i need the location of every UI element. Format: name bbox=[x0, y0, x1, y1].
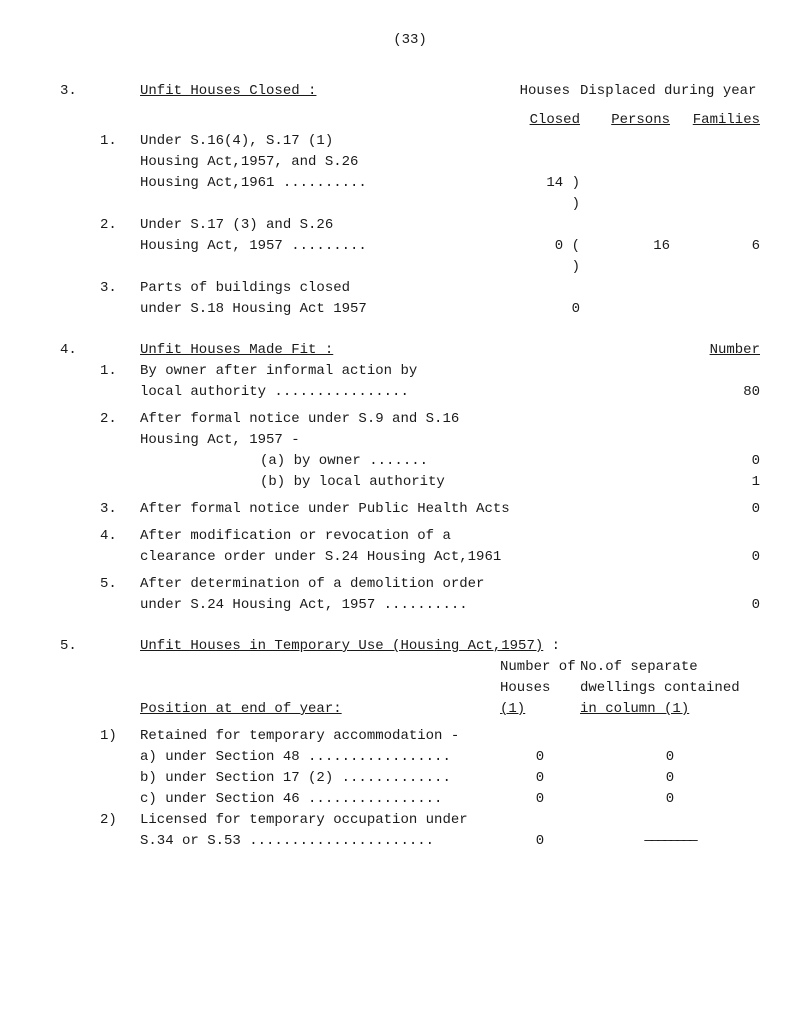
s4-item-3-number: 3. bbox=[100, 499, 140, 520]
s5-item-1-c: c) under Section 46 ................ bbox=[140, 789, 500, 810]
item-1-line1: Under S.16(4), S.17 (1) bbox=[140, 131, 500, 152]
s5-head-separate: No.of separate bbox=[580, 657, 760, 678]
s4-item-5-line2: under S.24 Housing Act, 1957 .......... bbox=[140, 595, 590, 616]
s4-item-3-line1: After formal notice under Public Health … bbox=[140, 499, 590, 520]
s5-item-1-a-r: 0 bbox=[580, 747, 760, 768]
item-3-number: 3. bbox=[100, 278, 140, 299]
header-closed: Closed bbox=[500, 110, 580, 131]
item-3-line2: under S.18 Housing Act 1957 bbox=[140, 299, 500, 320]
s4-item-2-b: (b) by local authority bbox=[140, 472, 590, 493]
item-2-line2: Housing Act, 1957 ......... bbox=[140, 236, 500, 257]
s5-item-1-b-v: 0 bbox=[500, 768, 580, 789]
item-2-persons: 16 bbox=[580, 236, 670, 257]
s5-item-1-c-r: 0 bbox=[580, 789, 760, 810]
s4-item-1-line1: By owner after informal action by bbox=[140, 361, 590, 382]
section-4-number: 4. bbox=[60, 340, 100, 361]
section-5-colon: : bbox=[552, 638, 560, 654]
s5-item-2-number: 2) bbox=[100, 810, 140, 831]
s5-item-2-line1: Licensed for temporary occupation under bbox=[140, 810, 500, 831]
s5-item-1-c-v: 0 bbox=[500, 789, 580, 810]
s4-item-4-line2: clearance order under S.24 Housing Act,1… bbox=[140, 547, 590, 568]
item-1-line2: Housing Act,1957, and S.26 bbox=[140, 152, 500, 173]
s5-head-col1: (1) bbox=[500, 699, 580, 720]
s5-position: Position at end of year: bbox=[140, 701, 342, 717]
item-1-number: 1. bbox=[100, 131, 140, 152]
s4-item-4-number: 4. bbox=[100, 526, 140, 547]
s4-item-2-a: (a) by owner ....... bbox=[140, 451, 590, 472]
header-families: Families bbox=[670, 110, 760, 131]
s5-head-houses: Houses bbox=[500, 678, 580, 699]
section-4-title: Unfit Houses Made Fit : bbox=[140, 342, 333, 358]
s5-item-1-line1: Retained for temporary accommodation - bbox=[140, 726, 500, 747]
bracket: ) bbox=[500, 257, 580, 278]
bracket: ) bbox=[500, 194, 580, 215]
item-3-value: 0 bbox=[500, 299, 580, 320]
s5-item-2-v: 0 bbox=[500, 831, 580, 852]
section-5-number: 5. bbox=[60, 636, 100, 657]
s4-item-5-line1: After determination of a demolition orde… bbox=[140, 574, 590, 595]
s4-item-3-value: 0 bbox=[670, 499, 760, 520]
item-2-number: 2. bbox=[100, 215, 140, 236]
s5-item-2-dash: ———————— bbox=[580, 831, 760, 852]
s5-item-1-b: b) under Section 17 (2) ............. bbox=[140, 768, 500, 789]
header-persons: Persons bbox=[580, 110, 670, 131]
s4-item-2-line2: Housing Act, 1957 - bbox=[140, 430, 590, 451]
s5-item-1-number: 1) bbox=[100, 726, 140, 747]
s4-item-5-number: 5. bbox=[100, 574, 140, 595]
section-3-title: Unfit Houses Closed : bbox=[140, 83, 316, 99]
s5-item-2-line2: S.34 or S.53 ...................... bbox=[140, 831, 500, 852]
item-1-line3: Housing Act,1961 .......... bbox=[140, 173, 500, 194]
s5-head-col2: in column (1) bbox=[580, 701, 689, 717]
s4-item-1-line2: local authority ................ bbox=[140, 382, 590, 403]
s4-item-2-b-value: 1 bbox=[670, 472, 760, 493]
s5-head-dwellings: dwellings contained bbox=[580, 678, 760, 699]
s4-item-4-line1: After modification or revocation of a bbox=[140, 526, 590, 547]
s4-item-2-a-value: 0 bbox=[670, 451, 760, 472]
s4-item-1-number: 1. bbox=[100, 361, 140, 382]
s4-item-2-number: 2. bbox=[100, 409, 140, 430]
s5-item-1-b-r: 0 bbox=[580, 768, 760, 789]
item-3-line1: Parts of buildings closed bbox=[140, 278, 500, 299]
item-2-families: 6 bbox=[670, 236, 760, 257]
header-number: Number bbox=[670, 340, 760, 361]
header-houses: Houses bbox=[490, 81, 570, 102]
s4-item-4-value: 0 bbox=[670, 547, 760, 568]
section-3-number: 3. bbox=[60, 81, 100, 102]
item-1-value: 14 ) bbox=[500, 173, 580, 194]
header-displaced: Displaced during year bbox=[570, 81, 760, 102]
s4-item-2-line1: After formal notice under S.9 and S.16 bbox=[140, 409, 590, 430]
page-number: (33) bbox=[60, 30, 760, 51]
s5-head-number-of: Number of bbox=[500, 657, 580, 678]
s5-item-1-a: a) under Section 48 ................. bbox=[140, 747, 500, 768]
s4-item-5-value: 0 bbox=[670, 595, 760, 616]
item-2-value: 0 ( bbox=[500, 236, 580, 257]
s4-item-1-value: 80 bbox=[670, 382, 760, 403]
section-5-title: Unfit Houses in Temporary Use (Housing A… bbox=[140, 638, 543, 654]
item-2-line1: Under S.17 (3) and S.26 bbox=[140, 215, 500, 236]
s5-item-1-a-v: 0 bbox=[500, 747, 580, 768]
